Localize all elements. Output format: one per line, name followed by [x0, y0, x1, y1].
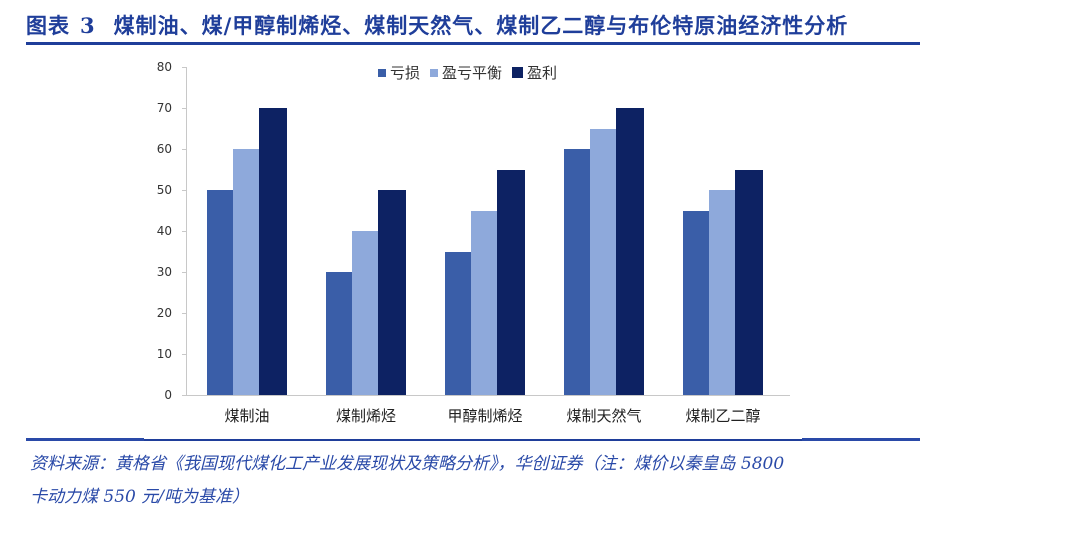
figure-number: 3	[80, 13, 96, 38]
bar-3-2	[616, 108, 644, 395]
bar-1-0	[326, 272, 352, 395]
bar-2-2	[497, 169, 525, 395]
y-tick-mark	[182, 149, 187, 150]
bar-4-2	[735, 169, 763, 395]
y-tick-mark	[182, 272, 187, 273]
legend-item-loss: 亏损	[378, 62, 420, 83]
legend-swatch-icon	[430, 68, 439, 77]
y-tick-label: 40	[156, 224, 172, 238]
bar-1-2	[378, 190, 406, 395]
y-tick-mark	[182, 108, 187, 109]
y-tick-label: 60	[156, 142, 172, 156]
y-tick-mark	[182, 231, 187, 232]
source-divider-accent-right	[802, 438, 920, 441]
bar-2-0	[445, 251, 471, 395]
bar-0-2	[259, 108, 287, 395]
figure-title-text: 煤制油、煤/甲醇制烯烃、煤制天然气、煤制乙二醇与布伦特原油经济性分析	[113, 13, 849, 38]
y-tick-label: 20	[156, 306, 172, 320]
y-tick-mark	[182, 190, 187, 191]
y-tick-label: 10	[156, 347, 172, 361]
x-tick-label: 煤制乙二醇	[685, 407, 761, 425]
bar-1-1	[352, 231, 378, 395]
bar-0-0	[207, 190, 233, 395]
y-tick-mark	[182, 67, 187, 68]
x-axis	[186, 395, 790, 396]
y-tick-label: 30	[156, 265, 172, 279]
x-tick-label: 煤制烯烃	[335, 407, 396, 425]
bar-2-1	[471, 210, 497, 395]
y-tick-label: 70	[156, 101, 172, 115]
y-tick-mark	[182, 313, 187, 314]
source-line-1: 资料来源：黄格省《我国现代煤化工产业发展现状及策略分析》，华创证券（注：煤价以秦…	[30, 454, 785, 474]
source-divider-accent-left	[26, 438, 144, 441]
y-tick-mark	[182, 354, 187, 355]
y-tick-label: 0	[164, 388, 172, 402]
x-tick-label: 煤制天然气	[566, 407, 642, 425]
legend-item-breakeven: 盈亏平衡	[430, 62, 502, 83]
y-tick-label: 80	[156, 60, 172, 74]
bar-0-1	[233, 149, 259, 395]
x-tick-label: 煤制油	[224, 407, 270, 425]
legend-swatch-icon	[512, 67, 524, 78]
legend-label: 亏损	[390, 64, 421, 82]
title-underline	[26, 42, 920, 45]
figure-label: 图表	[26, 13, 70, 38]
source-note: 资料来源：黄格省《我国现代煤化工产业发展现状及策略分析》，华创证券（注：煤价以秦…	[30, 448, 930, 514]
legend-label: 盈利	[527, 64, 558, 82]
source-line-2: 卡动力煤 550 元/吨为基准）	[30, 487, 249, 507]
bar-3-0	[564, 149, 590, 395]
figure-title: 图表 3 煤制油、煤/甲醇制烯烃、煤制天然气、煤制乙二醇与布伦特原油经济性分析	[26, 10, 848, 38]
legend: 亏损 盈亏平衡 盈利	[378, 62, 557, 83]
bar-4-0	[683, 210, 709, 395]
legend-swatch-icon	[378, 68, 386, 77]
y-tick-mark	[182, 395, 187, 396]
legend-item-profit: 盈利	[512, 62, 557, 83]
bar-4-1	[709, 190, 735, 395]
legend-label: 盈亏平衡	[442, 64, 503, 82]
source-divider	[26, 439, 920, 441]
y-tick-label: 50	[156, 183, 172, 197]
bar-3-1	[590, 128, 616, 395]
x-tick-label: 甲醇制烯烃	[447, 407, 523, 425]
